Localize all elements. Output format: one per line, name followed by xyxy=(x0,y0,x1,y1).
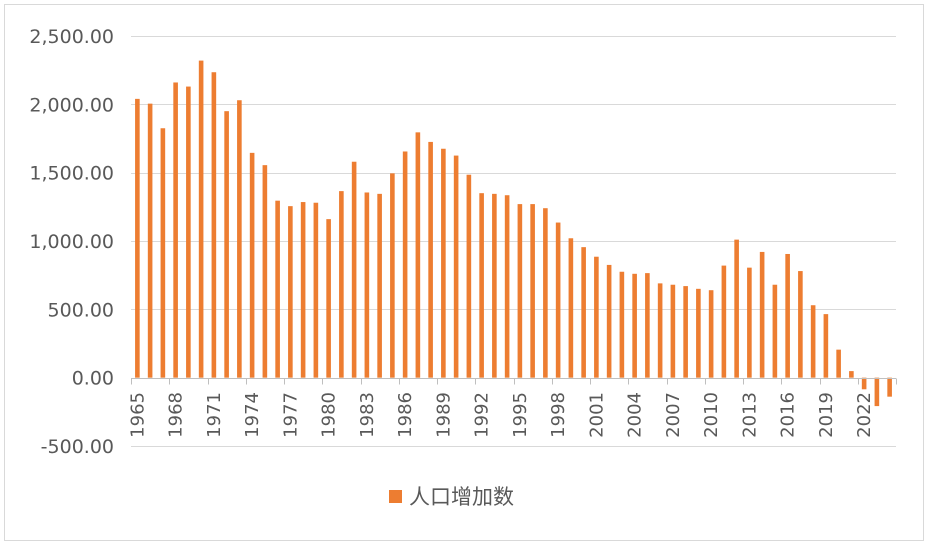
bar-2016 xyxy=(785,253,790,378)
bar-2019 xyxy=(823,314,829,378)
x-tick-label: 1968 xyxy=(166,392,187,438)
bar-1991 xyxy=(466,174,472,378)
bar-1989 xyxy=(441,148,446,378)
bar-1992 xyxy=(479,193,484,378)
bar-2011 xyxy=(721,265,727,378)
bar-2024 xyxy=(887,377,892,397)
bar-1982 xyxy=(351,161,357,378)
bar-2004 xyxy=(632,273,637,378)
x-tick-label: 1974 xyxy=(242,392,263,438)
bar-2008 xyxy=(683,286,688,378)
bar-1996 xyxy=(530,204,535,378)
x-tick-label: 1971 xyxy=(204,392,225,438)
bar-2010 xyxy=(708,290,714,378)
legend-label: 人口增加数 xyxy=(409,485,514,509)
bar-2012 xyxy=(734,239,739,378)
bar-1980 xyxy=(326,219,331,378)
bar-1972 xyxy=(224,111,229,378)
x-tick-label: 2022 xyxy=(854,392,875,438)
x-tick-label: 1977 xyxy=(280,392,301,438)
bar-2022 xyxy=(861,377,867,390)
bar-1988 xyxy=(428,141,433,378)
x-tick-label: 1998 xyxy=(548,392,569,438)
bar-1966 xyxy=(147,103,153,378)
bar-2018 xyxy=(810,305,816,378)
bar-1979 xyxy=(313,202,319,378)
x-axis-ticks: 1965 1968 1971 1974 1977 1980 1983 1986 1989 1992… xyxy=(127,392,875,438)
y-tick-label: 2,000.00 xyxy=(29,94,114,116)
bar-1997 xyxy=(543,208,548,378)
bar-1985 xyxy=(390,173,395,378)
x-tick-label: 2019 xyxy=(816,392,837,438)
bar-1998 xyxy=(555,222,561,378)
x-tick-label: 1983 xyxy=(357,392,378,438)
bar-1976 xyxy=(275,200,280,378)
x-tick-label: 1980 xyxy=(319,392,340,438)
bar-1999 xyxy=(568,238,574,378)
x-tick-label: 2010 xyxy=(701,392,722,438)
bar-2001 xyxy=(594,256,599,378)
x-tick-label: 2001 xyxy=(586,392,607,438)
bar-2002 xyxy=(606,264,612,378)
bar-2014 xyxy=(759,251,765,378)
bar-2023 xyxy=(874,377,880,407)
bar-2013 xyxy=(747,267,752,378)
x-tick-label: 2013 xyxy=(739,392,760,438)
x-tick-label: 2007 xyxy=(663,392,684,438)
bar-1975 xyxy=(262,165,268,378)
bar-1984 xyxy=(377,193,382,378)
bar-2015 xyxy=(772,284,778,378)
y-tick-label: 0.00 xyxy=(72,368,114,390)
bar-1965 xyxy=(135,98,140,378)
bar-2007 xyxy=(670,284,676,378)
bar-1994 xyxy=(504,195,510,378)
gridlines xyxy=(131,36,896,447)
bar-1970 xyxy=(198,60,204,378)
y-tick-label: -500.00 xyxy=(41,436,114,458)
bar-1995 xyxy=(517,204,523,378)
legend: 人口增加数 xyxy=(389,485,514,509)
bar-2003 xyxy=(619,271,625,378)
bar-2005 xyxy=(645,273,650,378)
bar-2009 xyxy=(696,288,701,378)
x-tick-label: 1992 xyxy=(472,392,493,438)
x-tick-label: 1986 xyxy=(395,392,416,438)
bar-1978 xyxy=(300,202,306,378)
bar-1986 xyxy=(402,151,408,378)
y-tick-label: 1,500.00 xyxy=(29,163,114,185)
y-tick-label: 2,500.00 xyxy=(29,26,114,48)
x-tick-label: 1989 xyxy=(433,392,454,438)
y-tick-label: 1,000.00 xyxy=(29,231,114,253)
bar-2006 xyxy=(657,283,663,378)
bar-1987 xyxy=(415,132,421,378)
x-axis xyxy=(131,378,897,385)
x-tick-label: 1965 xyxy=(127,392,148,438)
bar-2000 xyxy=(581,247,586,378)
bar-2017 xyxy=(798,271,803,378)
bar-1968 xyxy=(173,82,178,378)
bar-1990 xyxy=(453,155,459,378)
y-axis-ticks: 2,500.00 2,000.00 1,500.00 1,000.00 500.00 0.… xyxy=(29,26,114,458)
legend-swatch xyxy=(389,490,402,503)
bar-1977 xyxy=(288,206,293,378)
bar-1967 xyxy=(160,128,166,378)
bar-1974 xyxy=(249,152,255,378)
bars xyxy=(135,60,892,407)
bar-1969 xyxy=(186,86,191,378)
y-tick-label: 500.00 xyxy=(48,299,114,321)
bar-1993 xyxy=(492,193,497,378)
x-tick-label: 1995 xyxy=(510,392,531,438)
x-tick-label: 2004 xyxy=(625,392,646,438)
bar-1971 xyxy=(211,72,217,378)
bar-1981 xyxy=(339,191,344,378)
chart-frame xyxy=(4,4,924,541)
bar-2020 xyxy=(836,349,841,378)
bar-1983 xyxy=(364,192,370,378)
x-tick-label: 2016 xyxy=(778,392,799,438)
bar-2021 xyxy=(849,371,854,378)
bar-1973 xyxy=(237,100,242,378)
